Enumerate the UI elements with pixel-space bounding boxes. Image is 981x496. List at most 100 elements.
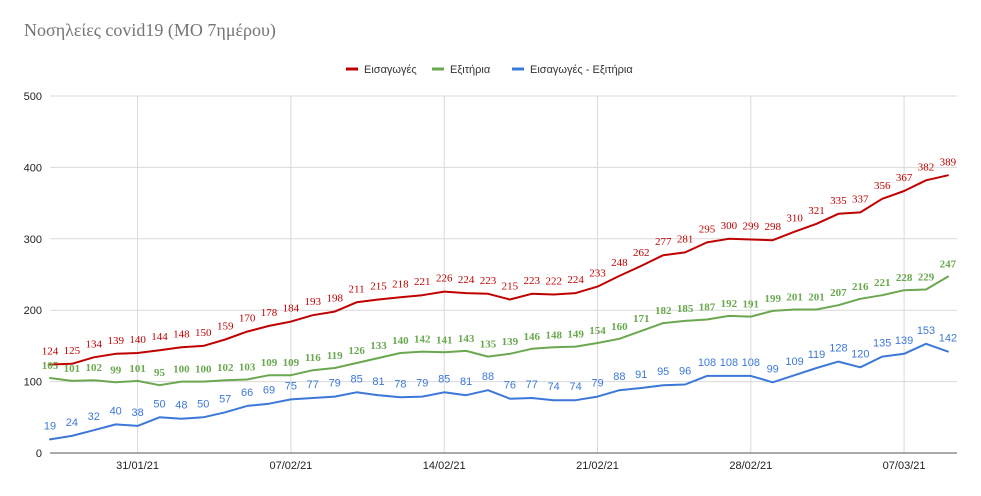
data-label: 50: [197, 398, 209, 410]
data-label: 367: [896, 172, 913, 184]
data-label: 229: [918, 271, 935, 283]
x-tick-label: 31/01/21: [116, 460, 159, 472]
data-label: 76: [504, 380, 516, 392]
data-label: 139: [107, 335, 124, 347]
x-tick-label: 07/03/21: [883, 460, 926, 472]
data-label: 221: [874, 277, 891, 289]
data-label: 337: [852, 193, 869, 205]
data-label: 126: [348, 345, 365, 357]
data-label: 335: [830, 195, 847, 207]
data-label: 66: [241, 387, 253, 399]
data-label: 187: [699, 301, 716, 313]
legend-item-2: Εξιτήρια: [432, 64, 491, 76]
data-label: 79: [591, 378, 603, 390]
data-label: 321: [808, 205, 825, 217]
data-label: 295: [699, 223, 716, 235]
data-label: 75: [285, 380, 297, 392]
data-label: 281: [677, 233, 694, 245]
data-label: 142: [939, 333, 957, 345]
data-label: 88: [482, 371, 494, 383]
data-label: 310: [786, 213, 803, 225]
data-label: 160: [611, 321, 628, 333]
data-label: 74: [569, 381, 581, 393]
legend-label: Εξιτήρια: [450, 64, 491, 76]
data-label: 50: [153, 398, 165, 410]
data-label: 215: [502, 280, 519, 292]
data-label: 216: [852, 281, 869, 293]
y-tick-label: 200: [24, 305, 42, 317]
data-label: 101: [129, 363, 146, 375]
x-tick-label: 07/02/21: [269, 460, 312, 472]
data-label: 102: [217, 362, 234, 374]
x-tick-label: 14/02/21: [423, 460, 466, 472]
data-label: 108: [720, 357, 738, 369]
data-label: 124: [42, 345, 59, 357]
data-label: 233: [589, 268, 606, 280]
data-label: 223: [524, 275, 541, 287]
data-label: 211: [349, 283, 365, 295]
data-label: 149: [567, 329, 584, 341]
data-label: 91: [635, 369, 647, 381]
data-label: 40: [110, 405, 122, 417]
data-label: 159: [217, 320, 234, 332]
data-label: 120: [851, 348, 869, 360]
data-label: 201: [786, 291, 803, 303]
data-label: 150: [195, 327, 212, 339]
x-tick-label: 21/02/21: [576, 460, 619, 472]
data-label: 24: [66, 417, 78, 429]
axes: 0 100 200 300 400 500 31/01/21 07/02/21 14/02/21…: [24, 91, 957, 472]
data-label: 207: [830, 287, 847, 299]
data-label: 215: [370, 280, 387, 292]
legend: Εισαγωγές Εξιτήρια Εισαγωγές - Εξιτήρια: [346, 64, 633, 76]
data-label: 192: [721, 298, 738, 310]
data-label: 182: [655, 305, 672, 317]
data-label: 141: [436, 334, 453, 346]
data-label: 32: [88, 411, 100, 423]
data-label: 184: [283, 303, 300, 315]
data-label: 108: [698, 357, 716, 369]
data-label: 78: [394, 378, 406, 390]
data-label: 96: [679, 365, 691, 377]
data-label: 148: [173, 328, 190, 340]
data-label: 143: [458, 333, 475, 345]
data-label: 79: [329, 378, 341, 390]
data-label: 178: [261, 307, 278, 319]
data-label: 79: [416, 378, 428, 390]
y-tick-label: 300: [24, 234, 42, 246]
data-label: 277: [655, 236, 672, 248]
data-label: 222: [545, 275, 562, 287]
data-label: 170: [239, 313, 256, 325]
data-label: 69: [263, 385, 275, 397]
data-label: 248: [611, 257, 628, 269]
data-label: 134: [86, 338, 103, 350]
data-label: 199: [764, 293, 781, 305]
data-label: 128: [829, 343, 847, 355]
series-line-3: [49, 342, 949, 441]
data-label: 85: [350, 373, 362, 385]
data-label: 247: [940, 259, 957, 271]
data-label: 103: [239, 361, 256, 373]
data-label: 99: [767, 363, 779, 375]
data-label: 298: [764, 221, 781, 233]
data-label: 193: [305, 296, 322, 308]
chart-title: Νοσηλείες covid19 (ΜΟ 7ημέρου): [24, 20, 276, 40]
data-label: 100: [195, 364, 212, 376]
data-label: 119: [327, 350, 343, 362]
data-label: 201: [808, 291, 825, 303]
data-label: 140: [129, 334, 146, 346]
data-label: 95: [154, 367, 166, 379]
data-label: 109: [261, 357, 278, 369]
data-label: 74: [548, 381, 560, 393]
gridlines: [50, 95, 957, 453]
data-label: 171: [633, 313, 650, 325]
data-label: 139: [895, 335, 913, 347]
legend-item-3: Εισαγωγές - Εξιτήρια: [512, 64, 633, 76]
data-label: 382: [918, 161, 935, 173]
data-label: 140: [392, 335, 409, 347]
data-label: 198: [326, 293, 343, 305]
y-tick-label: 100: [24, 377, 42, 389]
data-label: 77: [526, 379, 538, 391]
data-label: 228: [896, 272, 913, 284]
